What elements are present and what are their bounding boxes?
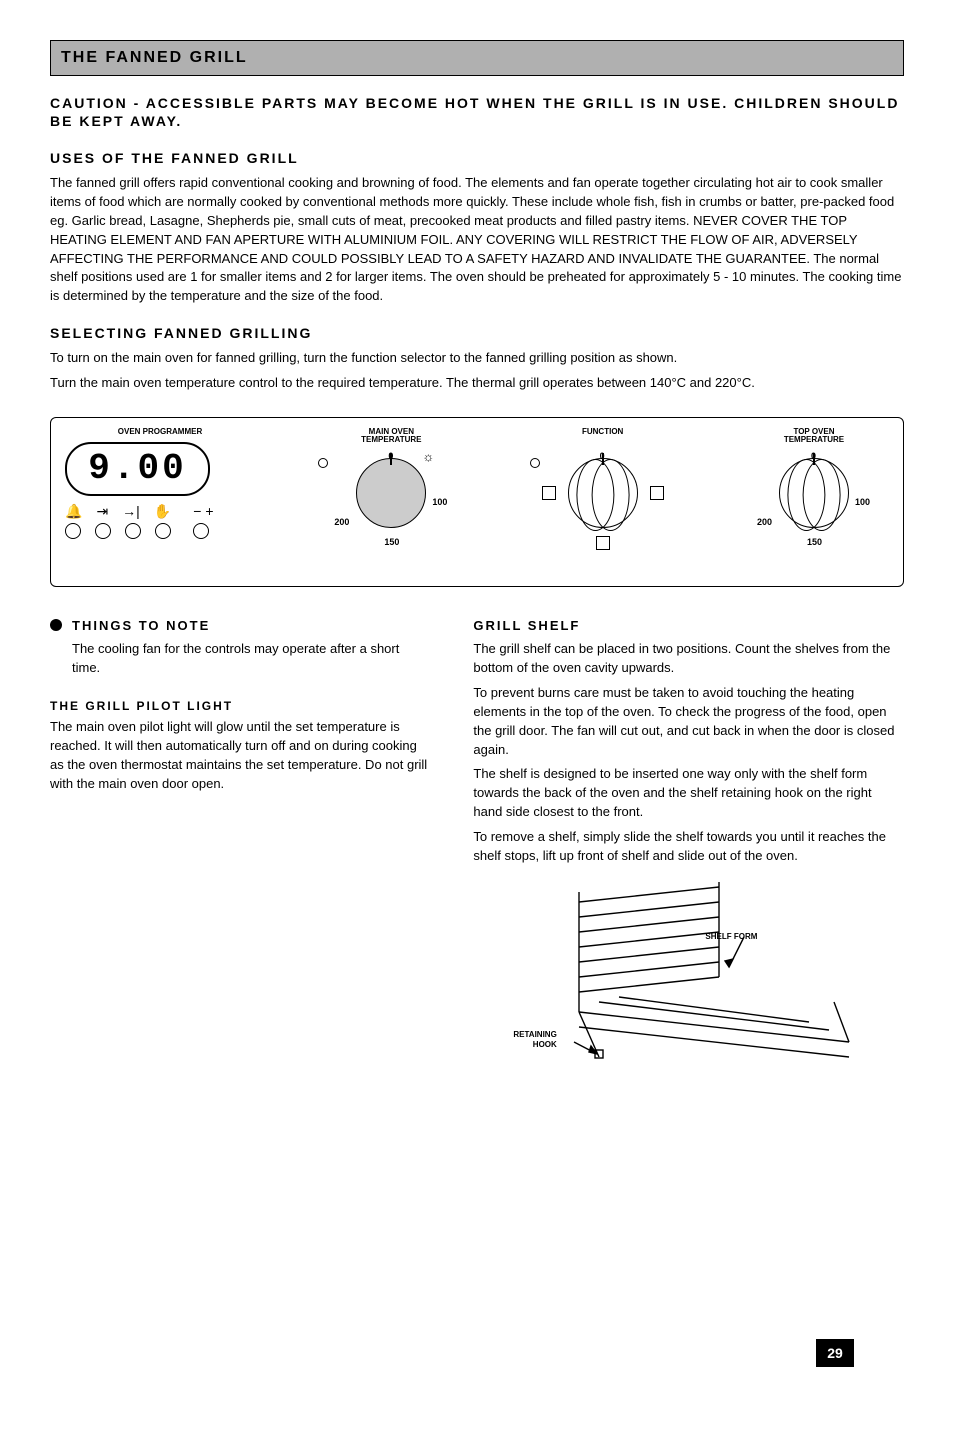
programmer-button-4[interactable] <box>155 523 171 539</box>
main-oven-led-icon <box>318 458 328 468</box>
top-temp-label: TOP OVEN TEMPERATURE <box>739 428 889 445</box>
uses-block: USES OF THE FANNED GRILL The fanned gril… <box>50 149 904 306</box>
page-number: 29 <box>827 1344 843 1363</box>
programmer-button-adjust[interactable] <box>193 523 209 539</box>
start-time-icon: ⇥ <box>96 502 108 521</box>
manual-icon: ✋ <box>154 502 171 521</box>
left-column: THINGS TO NOTE The cooling fan for the c… <box>50 617 451 1082</box>
pilot-body: The main oven pilot light will glow unti… <box>50 718 429 793</box>
main-temp-label: MAIN OVEN TEMPERATURE <box>316 428 466 445</box>
selecting-body-1: To turn on the main oven for fanned gril… <box>50 349 904 368</box>
top-temp-0: 0 <box>811 450 816 462</box>
function-group: FUNCTION 0 <box>528 428 678 568</box>
things-to-note-block: THINGS TO NOTE The cooling fan for the c… <box>50 617 429 678</box>
shelf-body-4: To remove a shelf, simply slide the shel… <box>473 828 904 866</box>
note-body: The cooling fan for the controls may ope… <box>72 640 429 678</box>
fan-grill-icon: ☼ <box>422 448 434 466</box>
right-column: GRILL SHELF The grill shelf can be place… <box>451 617 904 1082</box>
control-panel-diagram: OVEN PROGRAMMER 9.00 🔔 ⇥ →| ✋ − + M <box>50 417 904 587</box>
shelf-body-1: The grill shelf can be placed in two pos… <box>473 640 904 678</box>
function-0: 0 <box>600 450 605 462</box>
shelf-body-3: The shelf is designed to be inserted one… <box>473 765 904 822</box>
shelf-heading: GRILL SHELF <box>473 617 904 635</box>
programmer-buttons-row <box>65 523 255 539</box>
top-temp-100: 100 <box>855 496 870 508</box>
shelf-form-label-text: SHELF FORM <box>705 932 757 943</box>
selecting-body-2: Turn the main oven temperature control t… <box>50 374 904 393</box>
section-title-text: THE FANNED GRILL <box>61 49 248 66</box>
shelf-body-2: To prevent burns care must be taken to a… <box>473 684 904 759</box>
function-mode-right-icon <box>650 486 664 500</box>
main-temp-200: 200 <box>334 516 349 528</box>
shelf-diagram <box>519 882 859 1082</box>
caution-heading: CAUTION - ACCESSIBLE PARTS MAY BECOME HO… <box>50 94 904 132</box>
programmer-button-2[interactable] <box>95 523 111 539</box>
main-oven-temp-group: MAIN OVEN TEMPERATURE 0 100 150 200 ☼ <box>316 428 466 568</box>
retaining-hook-label-text: RETAINING HOOK <box>513 1030 556 1052</box>
programmer-icons-row: 🔔 ⇥ →| ✋ − + <box>65 502 255 521</box>
top-oven-temp-group: TOP OVEN TEMPERATURE 0 100 150 200 <box>739 428 889 568</box>
section-title-bar: THE FANNED GRILL <box>50 40 904 76</box>
uses-body: The fanned grill offers rapid convention… <box>50 174 904 306</box>
selecting-block: SELECTING FANNED GRILLING To turn on the… <box>50 324 904 393</box>
main-temp-100: 100 <box>432 496 447 508</box>
programmer-label: OVEN PROGRAMMER <box>65 428 255 436</box>
programmer-button-1[interactable] <box>65 523 81 539</box>
main-temp-0: 0 <box>388 450 393 462</box>
pilot-heading: THE GRILL PILOT LIGHT <box>50 698 429 714</box>
function-mode-left-icon <box>542 486 556 500</box>
function-mode-bottom-icon <box>596 536 610 550</box>
top-temp-150: 150 <box>807 536 822 548</box>
bullet-icon <box>50 619 62 631</box>
selecting-heading: SELECTING FANNED GRILLING <box>50 324 904 343</box>
page-number-box: 29 <box>816 1339 854 1367</box>
main-temp-knob[interactable] <box>356 458 426 528</box>
main-temp-150: 150 <box>384 536 399 548</box>
top-temp-200: 200 <box>757 516 772 528</box>
clock-display-value: 9.00 <box>88 445 186 494</box>
bell-icon: 🔔 <box>65 502 82 521</box>
programmer-button-3[interactable] <box>125 523 141 539</box>
function-knob[interactable] <box>568 458 638 528</box>
note-heading: THINGS TO NOTE <box>72 617 429 635</box>
oven-programmer-group: OVEN PROGRAMMER 9.00 🔔 ⇥ →| ✋ − + <box>65 428 255 572</box>
function-label: FUNCTION <box>528 428 678 436</box>
clock-display: 9.00 <box>65 442 210 496</box>
lower-two-col: THINGS TO NOTE The cooling fan for the c… <box>50 617 904 1082</box>
uses-heading: USES OF THE FANNED GRILL <box>50 149 904 168</box>
end-time-icon: →| <box>122 502 140 521</box>
top-temp-knob[interactable] <box>779 458 849 528</box>
minus-plus-icon: − + <box>193 502 213 521</box>
function-led-icon <box>530 458 540 468</box>
caution-block: CAUTION - ACCESSIBLE PARTS MAY BECOME HO… <box>50 94 904 132</box>
